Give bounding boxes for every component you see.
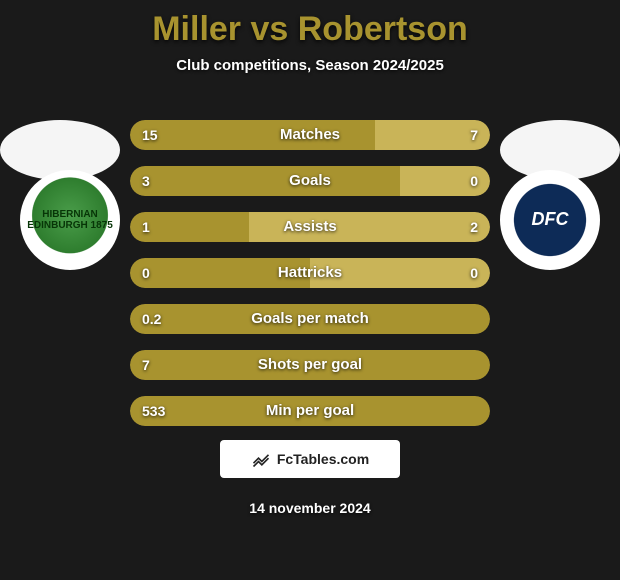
stat-row: 7Shots per goal [130, 350, 490, 380]
team-badge-right: DFC [500, 170, 600, 270]
team-badge-left: HIBERNIAN EDINBURGH 1875 [20, 170, 120, 270]
bar-segment-left [130, 258, 310, 288]
bar-segment-right [249, 212, 490, 242]
team-abbr-left: HIBERNIAN EDINBURGH 1875 [24, 209, 116, 231]
stat-row: 12Assists [130, 212, 490, 242]
stat-row: 533Min per goal [130, 396, 490, 426]
bar-segment-left [130, 212, 249, 242]
bar-segment-right [400, 166, 490, 196]
brand-label: FcTables.com [277, 451, 369, 467]
stat-row: 0.2Goals per match [130, 304, 490, 334]
bar-segment-full [130, 350, 490, 380]
date-label: 14 november 2024 [0, 500, 620, 516]
subtitle: Club competitions, Season 2024/2025 [0, 57, 620, 74]
bar-segment-left [130, 166, 400, 196]
brand-badge[interactable]: FcTables.com [220, 440, 400, 478]
stat-row: 157Matches [130, 120, 490, 150]
chart-icon [251, 449, 271, 469]
comparison-bars: 157Matches 30Goals 12Assists 00Hattricks 0.2… [130, 120, 490, 442]
stat-row: 30Goals [130, 166, 490, 196]
team-abbr-right: DFC [532, 210, 569, 230]
bar-segment-full [130, 396, 490, 426]
page-title: Miller vs Robertson [0, 0, 620, 49]
bar-segment-left [130, 120, 375, 150]
bar-segment-full [130, 304, 490, 334]
bar-segment-right [375, 120, 490, 150]
stat-row: 00Hattricks [130, 258, 490, 288]
bar-segment-right [310, 258, 490, 288]
